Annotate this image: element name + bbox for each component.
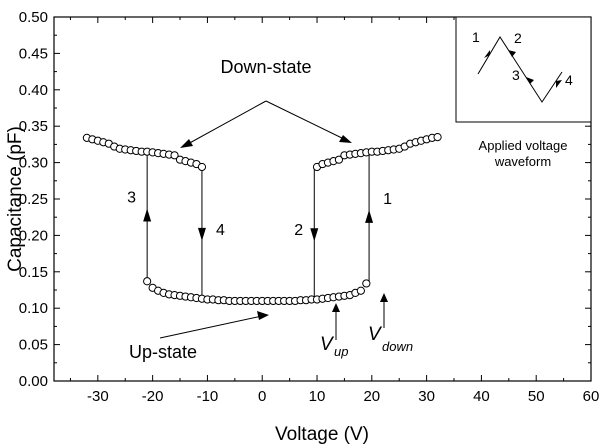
- v-down-pointer-head: [380, 293, 388, 302]
- x-axis-title: Voltage (V): [275, 424, 369, 445]
- down-state-label: Down-state: [220, 57, 311, 77]
- data-points: [82, 133, 442, 306]
- x-tick-label: 50: [528, 388, 545, 405]
- x-tick-label: 20: [363, 388, 380, 405]
- data-point: [197, 162, 207, 172]
- x-tick-label: -20: [142, 388, 164, 405]
- data-point: [356, 286, 365, 295]
- y-tick-label: 0.10: [19, 300, 48, 317]
- v-up-pointer-head: [332, 303, 340, 312]
- transition-label-2: 2: [294, 222, 303, 239]
- y-tick-label: 0.40: [19, 82, 48, 99]
- v-up-subscript: up: [334, 344, 348, 359]
- x-tick-label: -30: [87, 388, 109, 405]
- y-tick-labels: 0.00 0.05 0.10 0.15 0.20 0.25 0.30 0.35 0.40 0.45…: [19, 9, 48, 390]
- y-tick-label: 0.35: [19, 118, 48, 135]
- inset-arrow-2: [508, 50, 516, 57]
- transition-arrow-1: [365, 209, 374, 223]
- x-tick-label: 10: [309, 388, 326, 405]
- up-state-arrow: [159, 315, 263, 339]
- y-tick-label: 0.05: [19, 337, 48, 354]
- up-state-label: Up-state: [129, 342, 197, 362]
- x-tick-label: 0: [258, 388, 266, 405]
- transition-arrow-4: [197, 227, 206, 241]
- transition-label-3: 3: [127, 189, 136, 206]
- inset-label-3: 3: [512, 67, 520, 83]
- transition-arrow-2: [310, 228, 319, 242]
- data-point: [433, 133, 442, 142]
- up-state-arrowhead: [257, 311, 269, 320]
- y-tick-label: 0.20: [19, 227, 48, 244]
- y-tick-label: 0.30: [19, 155, 48, 172]
- transition-label-1: 1: [383, 191, 392, 208]
- y-tick-label: 0.15: [19, 264, 48, 281]
- inset-caption-line2: waveform: [494, 154, 551, 169]
- transition-labels: 1 2 3 4: [127, 189, 392, 239]
- v-down-label: V: [368, 324, 383, 345]
- transition-label-4: 4: [216, 222, 225, 239]
- transition-lines: [143, 151, 374, 300]
- v-up-label: V: [320, 334, 335, 355]
- waveform-inset: 1 2 3 4 Applied voltage waveform: [455, 16, 592, 169]
- down-state-arrow-right: [265, 100, 347, 141]
- x-tick-label: 60: [583, 388, 600, 405]
- v-down-subscript: down: [382, 339, 413, 354]
- transition-arrow-3: [143, 208, 152, 222]
- y-tick-label: 0.25: [19, 191, 48, 208]
- y-tick-label: 0.45: [19, 45, 48, 62]
- x-tick-labels: -30 -20 -10 0 10 20 30 40 50 60: [87, 388, 599, 405]
- data-point: [143, 277, 152, 286]
- inset-frame: [455, 16, 592, 123]
- inset-arrow-3: [526, 77, 534, 84]
- x-tick-label: 40: [473, 388, 490, 405]
- down-state-arrow-left: [185, 100, 267, 146]
- down-state-arrowhead-left: [180, 139, 193, 148]
- data-point: [334, 155, 344, 164]
- x-tick-label: 30: [418, 388, 435, 405]
- inset-label-4: 4: [565, 72, 573, 88]
- inset-caption-line1: Applied voltage: [479, 138, 568, 153]
- y-tick-label: 0.50: [19, 9, 48, 26]
- inset-label-2: 2: [514, 30, 522, 46]
- data-point: [170, 151, 179, 160]
- y-axis-title: Capacitance (pF): [5, 126, 26, 272]
- y-tick-label: 0.00: [19, 373, 48, 390]
- x-tick-label: -10: [197, 388, 219, 405]
- inset-arrow-4: [556, 80, 562, 88]
- down-state-arrowhead-right: [339, 135, 352, 143]
- inset-label-1: 1: [472, 29, 480, 45]
- inset-arrow-1: [484, 50, 490, 58]
- data-point: [362, 279, 371, 288]
